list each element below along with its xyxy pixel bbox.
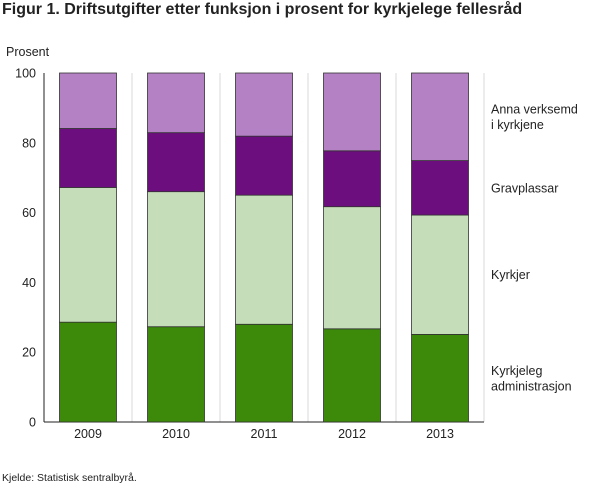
bar-segment [323,150,381,208]
y-tick-label: 60 [22,206,36,220]
x-tick-label: 2010 [162,427,190,441]
x-tick-label: 2012 [338,427,366,441]
bar-segment [59,187,117,323]
bar-segment [235,323,293,423]
y-tick-label: 0 [29,416,36,430]
x-tick-label: 2009 [74,427,102,441]
legend-label: administrasjon [491,379,572,393]
y-axis-label: Prosent [6,45,50,59]
bar-segment [235,135,293,196]
x-tick-label: 2011 [251,427,278,441]
bar-segment [411,160,469,216]
bar-segment [235,194,293,325]
x-tick-label: 2013 [426,427,454,441]
legend-label: Kyrkjeleg [491,364,542,378]
y-tick-label: 40 [22,276,36,290]
source-note: Kjelde: Statistisk sentralbyrå. [2,472,137,484]
y-tick-label: 80 [22,136,36,150]
bar-segment [235,72,293,137]
bar-segment [59,128,117,188]
bar-segment [59,321,117,423]
bar-segment [147,132,205,193]
bar-segment [411,214,469,335]
bar-segment [411,72,469,161]
legend-label: i kyrkjene [491,118,544,132]
bar-segment [411,334,469,423]
bar-segment [323,206,381,330]
bar-segment [147,191,205,328]
bar-segment [147,326,205,423]
legend-label: Gravplassar [491,181,558,195]
bar-segment [147,72,205,134]
chart-title: Figur 1. Driftsutgifter etter funksjon i… [2,1,523,18]
y-tick-label: 20 [22,346,36,360]
bar-segment [323,72,381,152]
bar-segment [59,72,117,129]
y-tick-label: 100 [15,67,36,81]
bar-segment [323,328,381,423]
legend-label: Kyrkjer [491,268,530,282]
legend-label: Anna verksemd [491,103,578,117]
